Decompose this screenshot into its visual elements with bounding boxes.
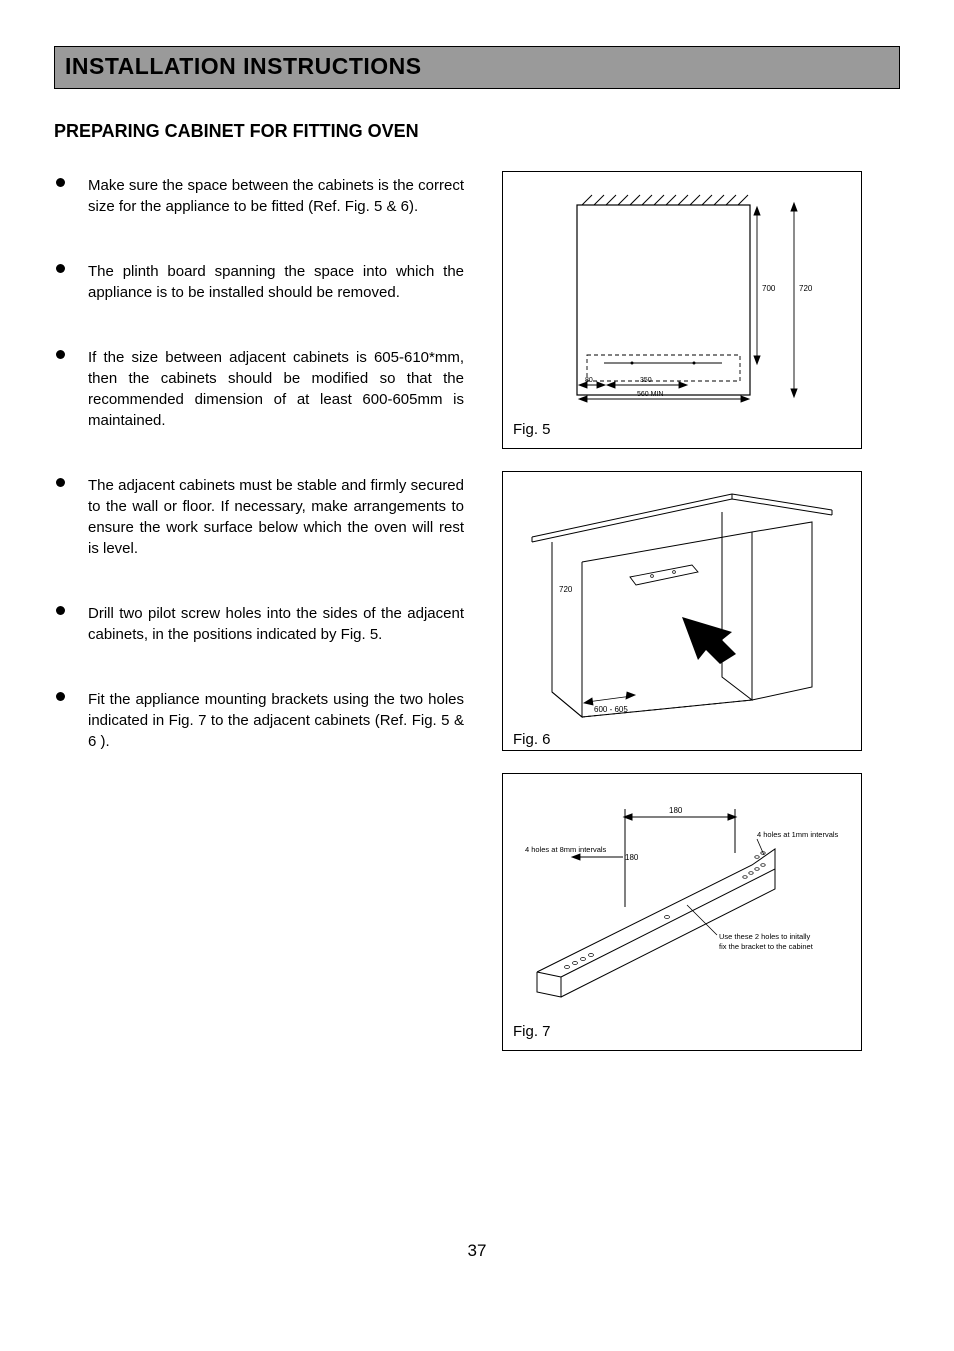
list-item-text: If the size between adjacent cabinets is… (88, 349, 464, 429)
list-item-text: Make sure the space between the cabinets… (88, 177, 464, 215)
left-column: PREPARING CABINET FOR FITTING OVEN Make … (54, 119, 464, 1051)
list-item-text: Drill two pilot screw holes into the sid… (88, 605, 464, 643)
figure-5-caption: Fig. 5 (513, 421, 851, 438)
fig7-right-note-b1: Use these 2 holes to initally (719, 932, 811, 941)
list-item: The plinth board spanning the space into… (54, 261, 464, 303)
fig5-dim-700: 700 (762, 284, 776, 293)
two-column-layout: PREPARING CABINET FOR FITTING OVEN Make … (54, 119, 900, 1051)
list-item: If the size between adjacent cabinets is… (54, 347, 464, 431)
figure-6-box: 720 600 - 605 Fig. 6 (502, 471, 862, 751)
list-item: The adjacent cabinets must be stable and… (54, 475, 464, 559)
list-item-text: The adjacent cabinets must be stable and… (88, 477, 464, 557)
figure-6-caption: Fig. 6 (513, 731, 851, 748)
instruction-list: Make sure the space between the cabinets… (54, 175, 464, 752)
figure-7-caption: Fig. 7 (513, 1023, 851, 1040)
list-item: Drill two pilot screw holes into the sid… (54, 603, 464, 645)
figure-5-diagram: 700 720 (513, 182, 851, 417)
fig6-dim-720: 720 (559, 585, 573, 594)
fig7-dim-180-lower: 180 (625, 853, 639, 862)
fig5-dim-80: 80 (585, 377, 593, 384)
figure-7-box: 180 180 4 holes at 8mm intervals 4 holes… (502, 773, 862, 1051)
figure-5-box: 700 720 (502, 171, 862, 449)
fig7-dim-180-top: 180 (669, 806, 683, 815)
page-number: 37 (0, 1241, 954, 1261)
fig5-dim-560min: 560 MIN (637, 391, 663, 398)
fig6-dim-opening: 600 - 605 (594, 705, 628, 714)
section-title-bar: INSTALLATION INSTRUCTIONS (54, 46, 900, 89)
section-title-text: INSTALLATION INSTRUCTIONS (65, 53, 422, 79)
document-page: INSTALLATION INSTRUCTIONS PREPARING CABI… (0, 0, 954, 1351)
fig5-dim-720: 720 (799, 284, 813, 293)
list-item-text: The plinth board spanning the space into… (88, 263, 464, 301)
right-column-figures: 700 720 (502, 171, 862, 1051)
list-item: Make sure the space between the cabinets… (54, 175, 464, 217)
fig7-right-note-b2: fix the bracket to the cabinet (719, 942, 814, 951)
fig7-left-note: 4 holes at 8mm intervals (525, 845, 607, 854)
subsection-heading: PREPARING CABINET FOR FITTING OVEN (54, 119, 464, 143)
fig5-dim-350: 350 (640, 377, 652, 384)
fig7-right-note-top: 4 holes at 1mm intervals (757, 830, 839, 839)
list-item: Fit the appliance mounting brackets usin… (54, 689, 464, 752)
figure-6-diagram: 720 600 - 605 (513, 482, 851, 727)
list-item-text: Fit the appliance mounting brackets usin… (88, 691, 464, 750)
figure-7-diagram: 180 180 4 holes at 8mm intervals 4 holes… (513, 784, 851, 1019)
